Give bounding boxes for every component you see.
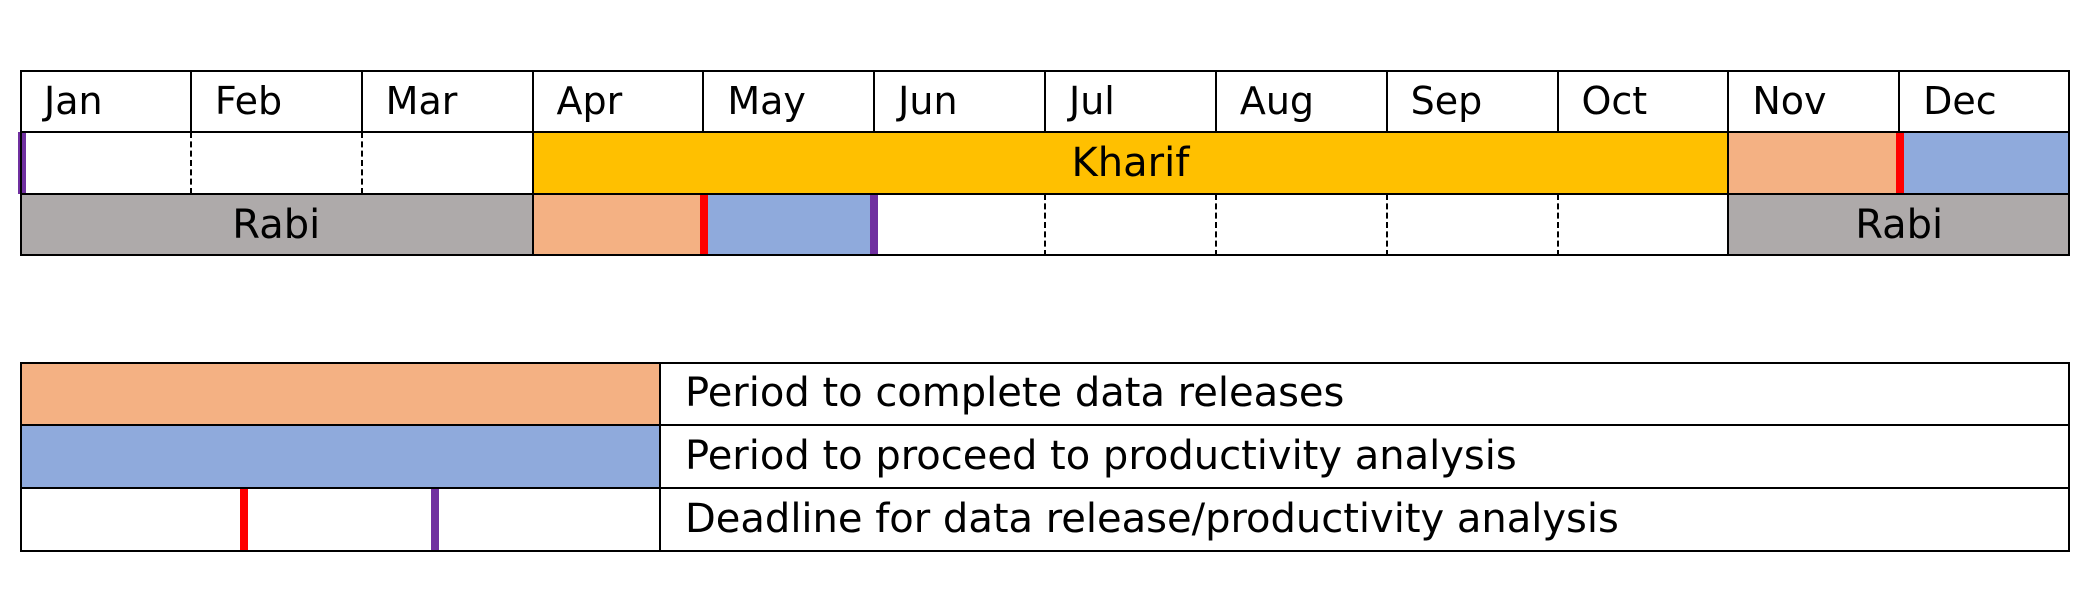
productivity-deadline-marker <box>431 488 439 551</box>
rabi-data-release-period <box>532 194 704 256</box>
month-label: Oct <box>1581 79 1648 123</box>
calendar-border-right <box>2068 70 2070 256</box>
month-header-divider <box>360 70 363 132</box>
kharif-block-edge <box>531 132 534 194</box>
legend-border-left <box>20 362 22 552</box>
month-header-divider <box>1556 70 1559 132</box>
month-label: Sep <box>1410 79 1483 123</box>
month-divider <box>1385 194 1388 256</box>
legend-border-right <box>2068 362 2070 552</box>
rabi-release-deadline-marker <box>700 194 709 256</box>
month-header-divider <box>1385 70 1388 132</box>
month-divider <box>360 132 363 194</box>
rabi-productivity-deadline-marker <box>870 194 879 256</box>
legend-row-divider <box>20 487 2070 489</box>
calendar-border-bottom <box>20 254 2070 256</box>
rabi-block-edge <box>531 194 534 256</box>
season-calendar: Jan Feb Mar Apr May Jun Jul Aug Sep Oct Nov Dec Kha… <box>18 70 2070 258</box>
calendar-row-divider <box>20 193 2070 195</box>
legend-row-divider <box>20 424 2070 426</box>
kharif-release-deadline-marker <box>1896 132 1905 194</box>
legend-row-productivity: Period to proceed to productivity analys… <box>20 425 2070 488</box>
productivity-swatch <box>20 425 660 488</box>
data-release-swatch <box>20 362 660 425</box>
month-label: May <box>727 79 806 123</box>
month-label: Dec <box>1923 79 1997 123</box>
legend: Period to complete data releases Period … <box>20 362 2070 552</box>
month-header-divider <box>873 70 876 132</box>
kharif-productivity-deadline-marker <box>18 132 26 194</box>
deadline-swatch <box>20 488 660 551</box>
rabi-season-bar-start: Rabi <box>20 194 533 256</box>
month-label: Apr <box>556 79 623 123</box>
month-header-divider <box>1898 70 1901 132</box>
rabi-season-row: Rabi Rabi <box>20 194 2070 256</box>
legend-border-bottom <box>20 550 2070 552</box>
month-divider <box>1044 194 1046 256</box>
month-label: Jan <box>44 79 103 123</box>
kharif-season-row: Kharif <box>18 132 2070 194</box>
kharif-block-edge <box>1727 132 1730 194</box>
rabi-season-bar-end: Rabi <box>1728 194 2070 256</box>
legend-border-top <box>20 362 2070 364</box>
month-label: Mar <box>385 79 458 123</box>
month-label: Feb <box>214 79 283 123</box>
kharif-data-release-period <box>1728 132 1900 194</box>
kharif-productivity-period <box>1899 132 2070 194</box>
month-divider <box>1214 194 1217 256</box>
legend-row-deadline: Deadline for data release/productivity a… <box>20 488 2070 551</box>
month-label: Nov <box>1752 79 1827 123</box>
month-header-divider <box>1044 70 1046 132</box>
month-label: Aug <box>1239 79 1315 123</box>
legend-column-divider <box>659 362 661 552</box>
month-header-divider <box>1727 70 1730 132</box>
month-divider <box>189 132 192 194</box>
legend-label-deadline: Deadline for data release/productivity a… <box>685 496 1619 542</box>
calendar-row-divider <box>20 131 2070 133</box>
release-deadline-marker <box>240 488 248 551</box>
kharif-season-bar: Kharif <box>532 132 1729 194</box>
month-header-divider <box>189 70 192 132</box>
legend-row-data-release: Period to complete data releases <box>20 362 2070 425</box>
rabi-block-edge <box>1727 194 1730 256</box>
month-header-divider <box>702 70 705 132</box>
legend-label-productivity: Period to proceed to productivity analys… <box>685 433 1517 479</box>
month-header-divider <box>531 70 534 132</box>
month-divider <box>1556 194 1559 256</box>
month-label: Jul <box>1069 79 1115 123</box>
month-label: Jun <box>898 79 958 123</box>
legend-label-data-release: Period to complete data releases <box>685 370 1345 416</box>
month-header-divider <box>1214 70 1217 132</box>
rabi-productivity-period <box>703 194 875 256</box>
calendar-border-left <box>20 70 22 256</box>
month-header-row: Jan Feb Mar Apr May Jun Jul Aug Sep Oct Nov Dec <box>20 70 2070 132</box>
